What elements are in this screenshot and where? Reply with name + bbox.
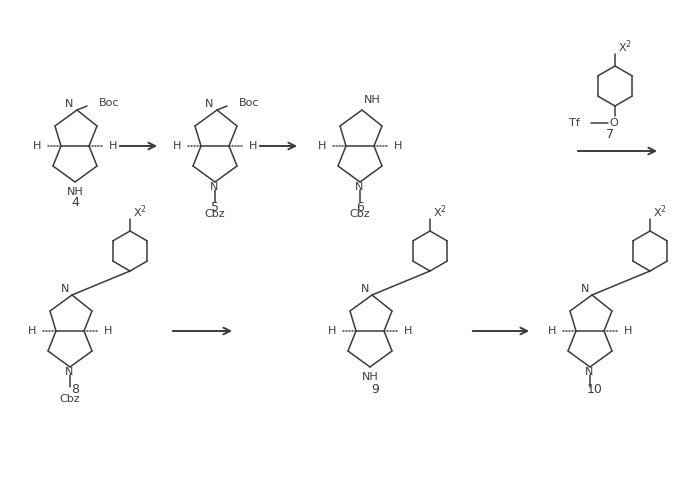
Text: H: H <box>249 141 257 151</box>
Text: N: N <box>65 367 73 377</box>
Text: 5: 5 <box>211 201 219 214</box>
Text: Tf: Tf <box>569 118 580 128</box>
Text: NH: NH <box>361 372 378 382</box>
Text: H: H <box>33 141 41 151</box>
Text: H: H <box>28 326 36 336</box>
Text: 8: 8 <box>71 383 79 396</box>
Text: X$^2$: X$^2$ <box>133 204 147 220</box>
Text: X$^2$: X$^2$ <box>653 204 667 220</box>
Text: Cbz: Cbz <box>59 394 80 404</box>
Text: 7: 7 <box>606 128 614 141</box>
Text: N: N <box>585 367 593 377</box>
Text: NH: NH <box>66 187 83 197</box>
Text: N: N <box>355 182 363 192</box>
Text: H: H <box>109 141 117 151</box>
Text: N: N <box>210 182 218 192</box>
Text: O: O <box>610 118 619 128</box>
Text: 9: 9 <box>371 383 379 396</box>
Text: N: N <box>61 284 69 294</box>
Text: Boc: Boc <box>239 98 259 108</box>
Text: Cbz: Cbz <box>350 209 370 219</box>
Text: H: H <box>624 326 633 336</box>
Text: N: N <box>361 284 369 294</box>
Text: Boc: Boc <box>99 98 120 108</box>
Text: H: H <box>404 326 412 336</box>
Text: H: H <box>547 326 556 336</box>
Text: 10: 10 <box>587 383 603 396</box>
Text: N: N <box>205 99 213 109</box>
Text: Cbz: Cbz <box>205 209 225 219</box>
Text: 6: 6 <box>356 201 364 214</box>
Text: NH: NH <box>364 95 381 105</box>
Text: H: H <box>328 326 336 336</box>
Text: 4: 4 <box>71 196 79 209</box>
Text: H: H <box>317 141 326 151</box>
Text: X$^2$: X$^2$ <box>618 39 632 55</box>
Text: H: H <box>173 141 181 151</box>
Text: N: N <box>581 284 589 294</box>
Text: X$^2$: X$^2$ <box>433 204 447 220</box>
Text: N: N <box>64 99 73 109</box>
Text: H: H <box>394 141 403 151</box>
Text: H: H <box>104 326 113 336</box>
